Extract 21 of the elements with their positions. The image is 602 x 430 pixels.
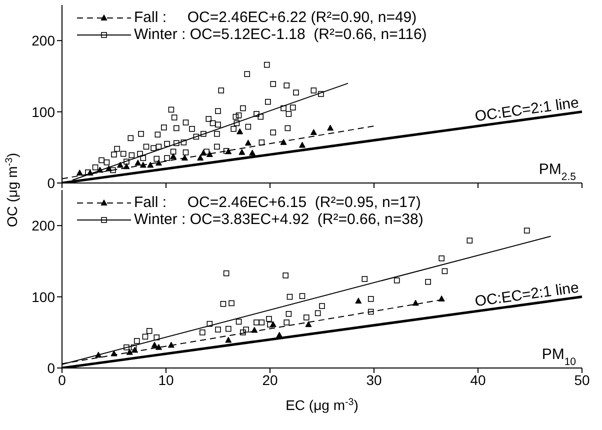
annotation: PM$_{10}$ [542, 346, 576, 368]
y-tick-label: 200 [32, 32, 56, 49]
text: OC:EC=2:1 line [474, 279, 580, 310]
x-tick-label: 0 [58, 372, 66, 388]
y-tick-label: 200 [32, 218, 56, 234]
y-tick-label: 0 [47, 360, 56, 376]
legend-label: Winter : OC=3.83EC+4.92 (R²=0.66, n=38) [134, 211, 424, 228]
legend-label: Winter : OC=5.12EC-1.18 (R²=0.66, n=116) [134, 26, 427, 43]
x-tick-label: 30 [366, 372, 382, 388]
y-tick-label: 100 [32, 288, 56, 305]
x-tick-label: 40 [470, 372, 486, 388]
legend-label: Fall : OC=2.46EC+6.15 (R²=0.95, n=17) [134, 194, 421, 211]
y-tick-label: 0 [47, 174, 56, 191]
annotation: PM$_{2.5}$ [538, 161, 576, 183]
y-tick-label: 100 [32, 104, 56, 120]
legend-label: Fall : OC=2.46EC+6.22 (R²=0.90, n=49) [134, 9, 417, 26]
x-tick-label: 50 [574, 372, 590, 388]
x-axis-title: EC (μg m$^{-3}$) [286, 396, 358, 413]
x-tick-label: 20 [262, 372, 278, 388]
x-tick-label: 10 [158, 372, 174, 388]
text: OC:EC=2:1 line [474, 94, 580, 126]
